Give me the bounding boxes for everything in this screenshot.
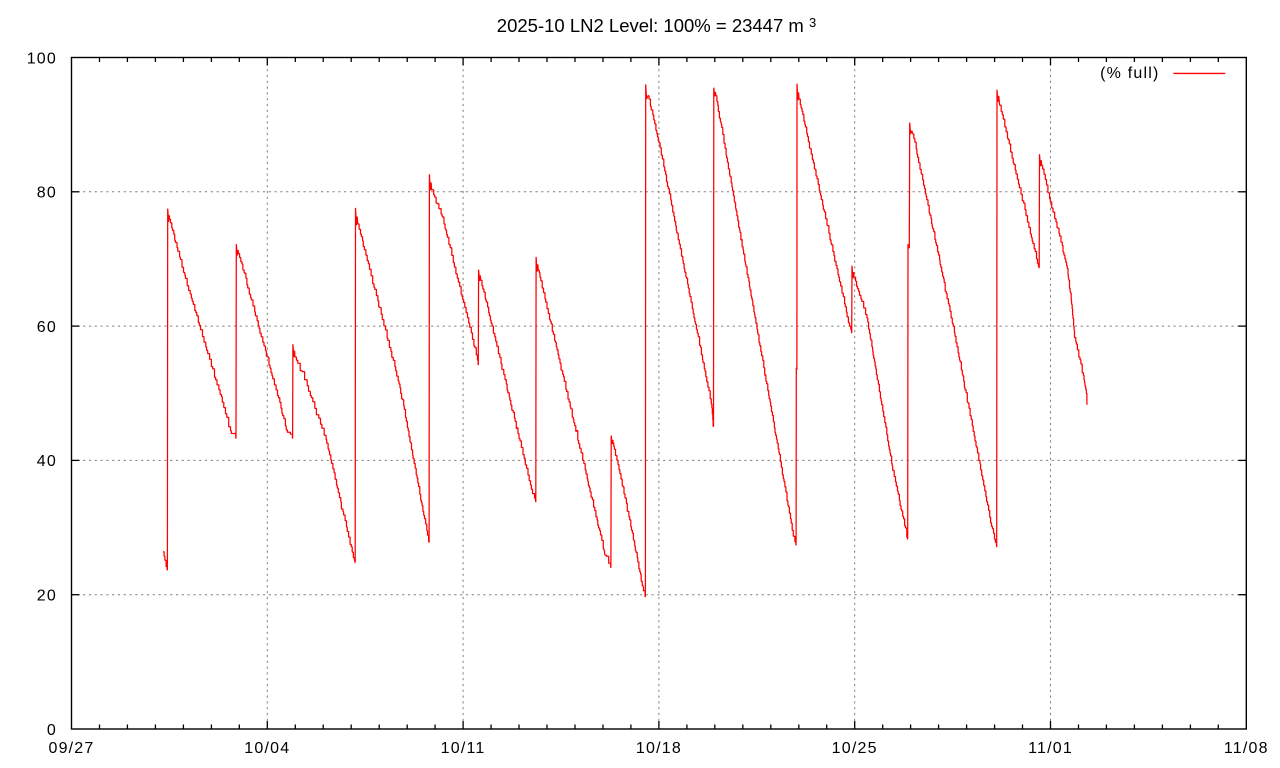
svg-text:60: 60: [37, 319, 57, 336]
svg-text:20: 20: [37, 588, 57, 605]
svg-text:11/01: 11/01: [1028, 740, 1073, 757]
svg-text:10/25: 10/25: [832, 740, 878, 757]
svg-text:2025-10 LN2 Level: 100% = 2344: 2025-10 LN2 Level: 100% = 23447 m 3: [497, 15, 816, 36]
svg-text:11/08: 11/08: [1224, 740, 1269, 757]
svg-text:09/27: 09/27: [48, 740, 94, 757]
svg-text:0: 0: [47, 722, 57, 739]
svg-text:10/04: 10/04: [244, 740, 290, 757]
svg-text:40: 40: [37, 453, 57, 470]
svg-text:80: 80: [37, 185, 57, 202]
svg-text:10/11: 10/11: [441, 740, 486, 757]
svg-text:10/18: 10/18: [636, 740, 682, 757]
svg-text:(% full): (% full): [1100, 65, 1159, 82]
svg-text:100: 100: [27, 50, 57, 67]
